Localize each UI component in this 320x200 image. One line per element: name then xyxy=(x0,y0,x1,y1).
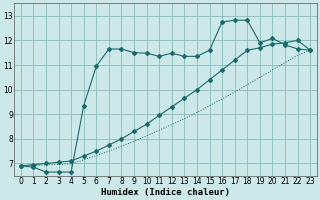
X-axis label: Humidex (Indice chaleur): Humidex (Indice chaleur) xyxy=(101,188,230,197)
